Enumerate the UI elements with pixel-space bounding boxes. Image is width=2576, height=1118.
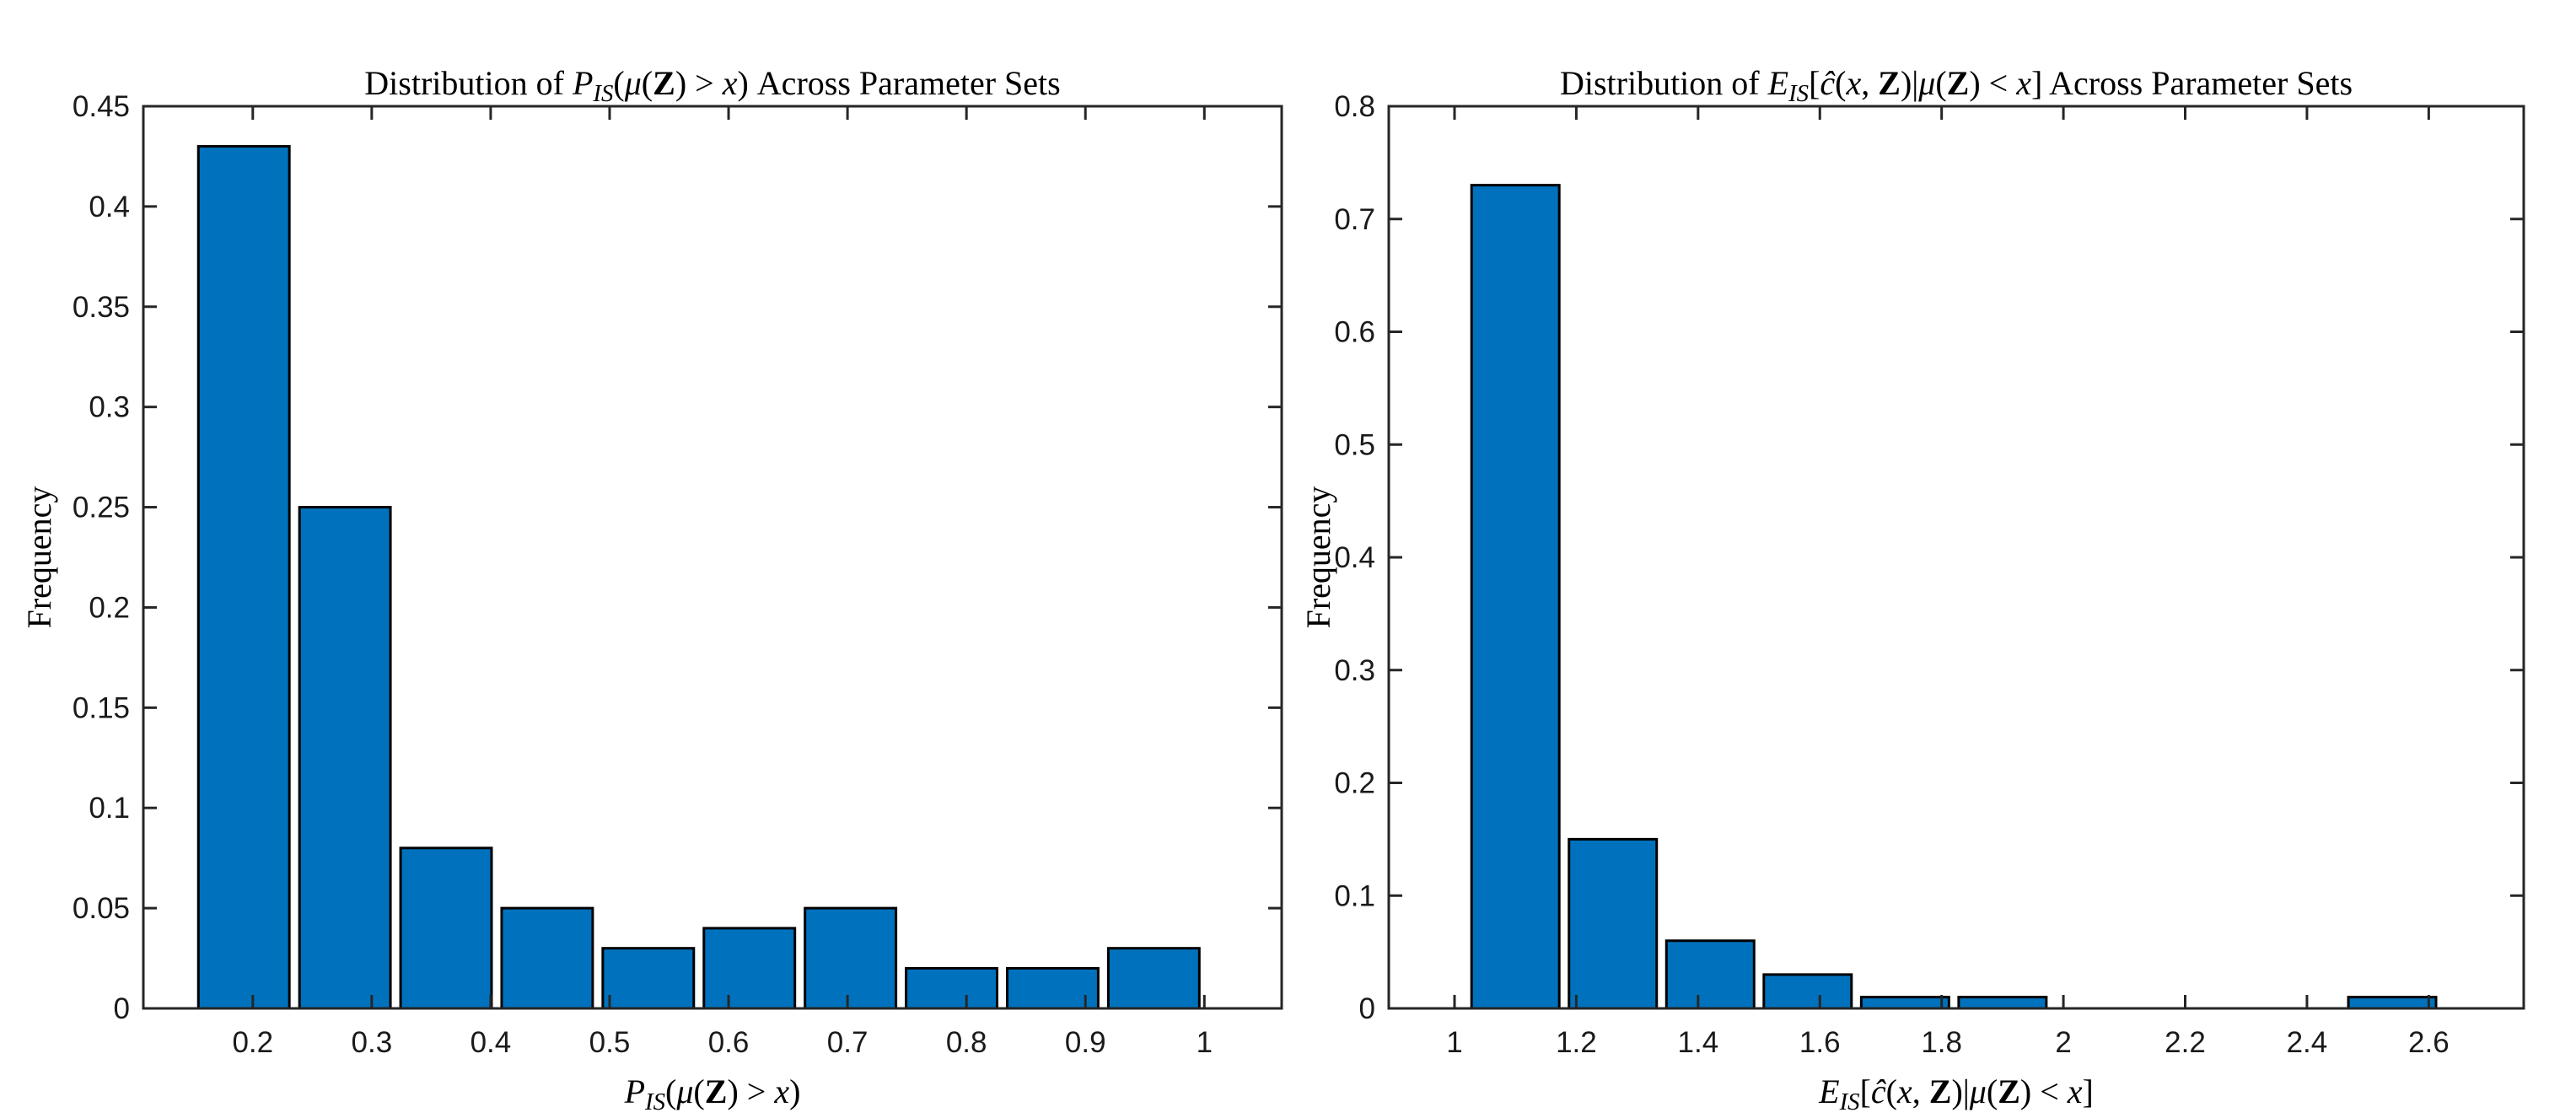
histogram-bar (804, 906, 898, 1010)
histogram-bar (298, 506, 392, 1010)
x-tick-label: 0.9 (1065, 1026, 1106, 1059)
y-tick-label: 0.25 (73, 492, 130, 524)
y-tick-label: 0 (114, 992, 130, 1025)
x-tick-label: 1.8 (1921, 1026, 1962, 1059)
y-tick-label: 0.6 (1334, 316, 1375, 349)
y-tick-label: 0.2 (1334, 767, 1375, 800)
x-tick-label: 0.7 (827, 1026, 869, 1059)
histogram-bar (196, 145, 291, 1010)
x-tick-label: 0.4 (471, 1026, 512, 1059)
histogram-bar (500, 906, 594, 1010)
y-tick-label: 0 (1359, 992, 1375, 1025)
eis-histogram: 1 1.2 1.4 1.6 1.8 2 2.2 2.4 2.6 0 0.1 0.2 0.3 0.4 0.5 0… (1299, 64, 2525, 1115)
y-tick-label: 0.15 (73, 691, 130, 724)
y-tick-label: 0.05 (73, 892, 130, 925)
x-axis-label: EIS[ĉ(x, Z)|μ(Z) < x] (1818, 1072, 2094, 1115)
y-tick-label: 0.4 (89, 191, 130, 223)
y-tick-label: 0.35 (73, 291, 130, 324)
x-tick-label: 0.2 (232, 1026, 273, 1059)
x-tick-label: 1 (1446, 1026, 1462, 1059)
histogram-bar (1859, 996, 1950, 1010)
x-tick-label: 0.8 (946, 1026, 987, 1059)
y-axis-label: Frequency (20, 486, 58, 629)
x-tick-label: 0.6 (708, 1026, 750, 1059)
histogram-bar (1470, 184, 1561, 1010)
y-tick-label: 0.1 (1334, 879, 1375, 912)
histogram-bar (1106, 947, 1201, 1010)
axes-box (142, 105, 1283, 1010)
y-tick-label: 0.45 (73, 90, 130, 123)
x-tick-label: 1 (1197, 1026, 1213, 1059)
histogram-bar (1568, 837, 1659, 1010)
x-tick-label: 1.6 (1799, 1026, 1841, 1059)
histogram-bar (2347, 996, 2438, 1010)
x-tick-label: 2.4 (2287, 1026, 2328, 1059)
histogram-bar (702, 927, 797, 1010)
y-tick-label: 0.8 (1334, 90, 1375, 123)
y-tick-label: 0.5 (1334, 428, 1375, 461)
histogram-bar (601, 947, 696, 1010)
histogram-bar (1762, 973, 1853, 1010)
x-axis-label: PIS(μ(Z) > x) (624, 1072, 801, 1115)
chart-title: Distribution of EIS[ĉ(x, Z)|μ(Z) < x] Ac… (1560, 64, 2353, 107)
histogram-bar (399, 847, 493, 1010)
x-tick-label: 0.3 (352, 1026, 393, 1059)
y-tick-label: 0.2 (89, 591, 130, 624)
x-tick-label: 2.2 (2165, 1026, 2206, 1059)
y-tick-label: 0.3 (89, 391, 130, 424)
x-tick-label: 2.6 (2408, 1026, 2450, 1059)
histogram-bar (905, 966, 998, 1010)
x-tick-label: 2 (2055, 1026, 2071, 1059)
y-tick-label: 0.7 (1334, 203, 1375, 236)
y-tick-label: 0.4 (1334, 541, 1375, 574)
pis-histogram: 0.2 0.3 0.4 0.5 0.6 0.7 0.8 0.9 1 0 0.05 0.1 0.15 0.2… (20, 64, 1283, 1115)
histogram-bar (1957, 996, 2048, 1010)
x-tick-label: 0.5 (589, 1026, 631, 1059)
y-tick-label: 0.3 (1334, 654, 1375, 687)
y-tick-label: 0.1 (89, 792, 130, 825)
histogram-bar (1664, 939, 1756, 1010)
x-tick-label: 1.2 (1556, 1026, 1597, 1059)
x-tick-label: 1.4 (1678, 1026, 1719, 1059)
chart-title: Distribution of PIS(μ(Z) > x) Across Par… (364, 64, 1060, 107)
y-axis-label: Frequency (1299, 486, 1337, 629)
